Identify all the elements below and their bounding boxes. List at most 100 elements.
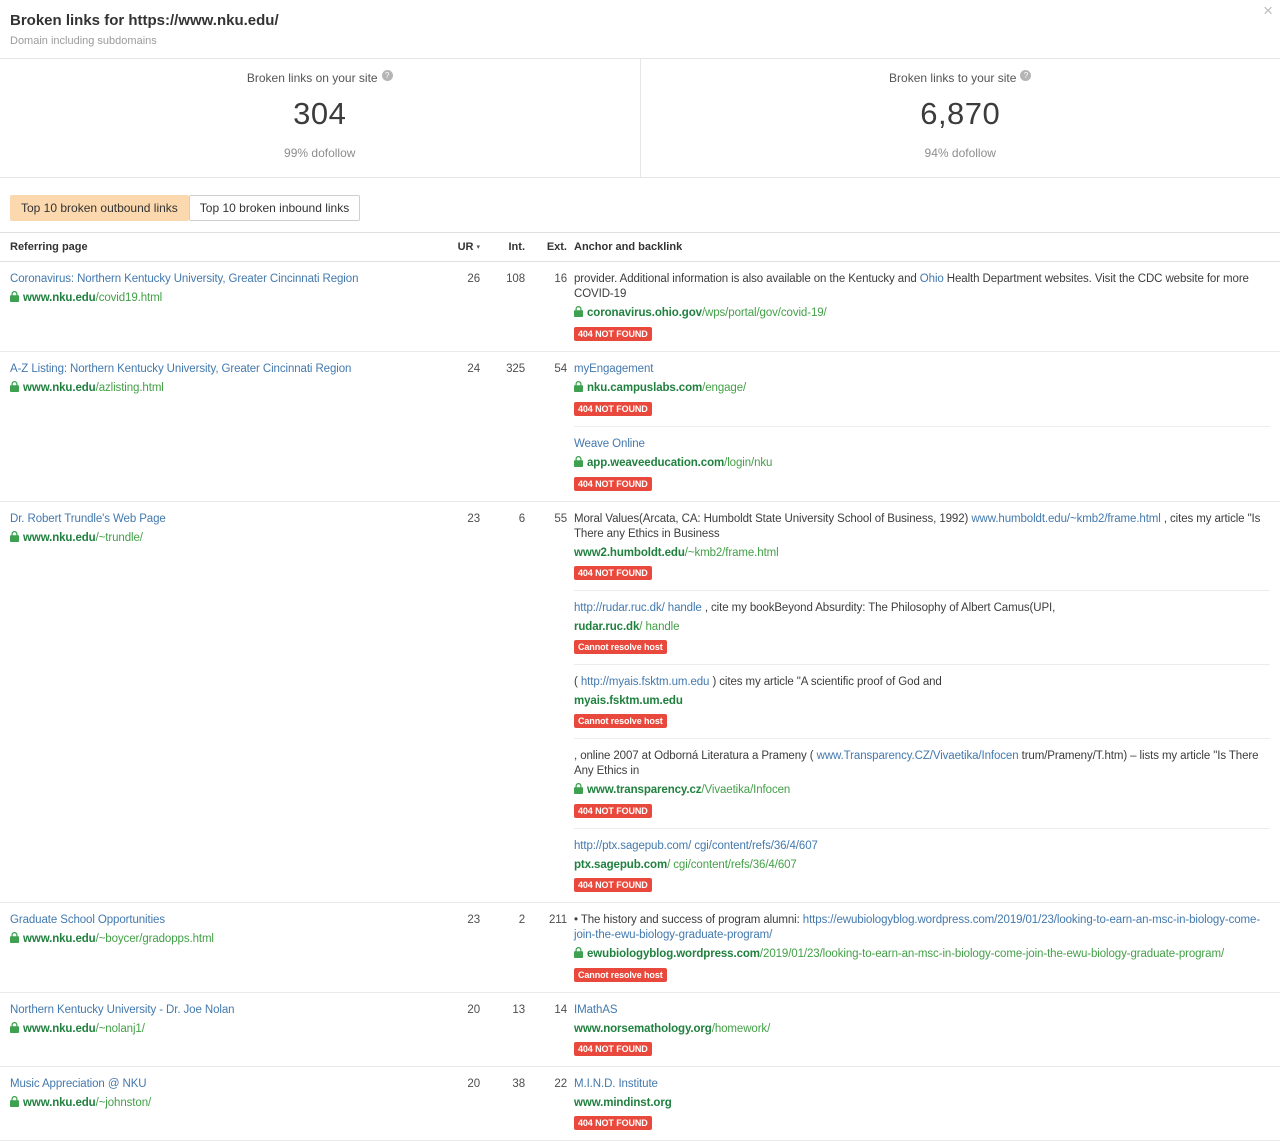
referring-page-url[interactable]: www.nku.edu/covid19.html (10, 291, 440, 307)
status-badge: 404 NOT FOUND (574, 1042, 652, 1056)
backlink-url[interactable]: www.mindinst.org (574, 1096, 1270, 1111)
referring-page-url[interactable]: www.nku.edu/~nolanj1/ (10, 1022, 440, 1038)
referring-page-url[interactable]: www.nku.edu/azlisting.html (10, 381, 440, 397)
anchor-link[interactable]: myEngagement (574, 363, 653, 375)
url-domain: www2.humboldt.edu (574, 547, 685, 559)
anchor-link[interactable]: http://myais.fsktm.um.edu (581, 676, 710, 688)
backlink-url[interactable]: rudar.ruc.dk/ handle (574, 620, 1270, 635)
url-domain: rudar.ruc.dk (574, 621, 639, 633)
referring-page-url[interactable]: www.nku.edu/~johnston/ (10, 1096, 440, 1112)
badge-wrap: 404 NOT FOUND (574, 472, 1270, 492)
status-badge: 404 NOT FOUND (574, 402, 652, 416)
anchor-link[interactable]: Ohio (920, 273, 944, 285)
anchor-plain-text: provider. Additional information is also… (574, 273, 920, 285)
referring-page-link[interactable]: Coronavirus: Northern Kentucky Universit… (10, 272, 440, 287)
backlink-url[interactable]: ewubiologyblog.wordpress.com/2019/01/23/… (574, 947, 1270, 963)
referring-page-cell: Dr. Robert Trundle's Web Page www.nku.edu… (10, 502, 440, 902)
backlink-item: http://ptx.sagepub.com/ cgi/content/refs… (574, 828, 1270, 902)
lock-icon (10, 293, 19, 305)
lock-icon (10, 533, 19, 545)
ur-value: 23 (440, 903, 480, 992)
anchor-link[interactable]: http://rudar.ruc.dk/ handle (574, 602, 702, 614)
backlink-url[interactable]: www.transparency.cz/Vivaetika/Infocen (574, 783, 1270, 799)
backlink-url[interactable]: www.norsemathology.org/homework/ (574, 1022, 1270, 1037)
backlink-url[interactable]: coronavirus.ohio.gov/wps/portal/gov/covi… (574, 306, 1270, 322)
url-domain: app.weaveeducation.com (587, 457, 724, 469)
broken-links-table: Referring page UR▾ Int. Ext. Anchor and … (0, 232, 1280, 1141)
lock-icon (10, 934, 19, 946)
referring-page-link[interactable]: Graduate School Opportunities (10, 913, 440, 928)
backlink-item: ( http://myais.fsktm.um.edu ) cites my a… (574, 664, 1270, 738)
ext-value: 55 (525, 502, 567, 902)
ext-value: 14 (525, 993, 567, 1066)
report-header: Broken links for https://www.nku.edu/ Do… (0, 0, 1280, 59)
status-badge: Cannot resolve host (574, 640, 667, 654)
col-ur[interactable]: UR▾ (440, 233, 480, 261)
lock-icon (574, 949, 583, 961)
col-referring-page[interactable]: Referring page (10, 233, 440, 261)
url-path: /covid19.html (96, 292, 162, 304)
col-int[interactable]: Int. (480, 233, 525, 261)
int-value: 325 (480, 352, 525, 501)
anchor-link[interactable]: http://ptx.sagepub.com/ cgi/content/refs… (574, 840, 818, 852)
anchor-plain-text: ) cites my article "A scientific proof o… (709, 676, 941, 688)
backlink-url[interactable]: myais.fsktm.um.edu (574, 694, 1270, 709)
backlink-url[interactable]: ptx.sagepub.com/ cgi/content/refs/36/4/6… (574, 858, 1270, 873)
url-domain: www.nku.edu (23, 1023, 96, 1035)
url-domain: www.mindinst.org (574, 1097, 672, 1109)
anchor-link[interactable]: IMathAS (574, 1004, 617, 1016)
table-row: Northern Kentucky University - Dr. Joe N… (0, 993, 1280, 1067)
backlink-url[interactable]: nku.campuslabs.com/engage/ (574, 381, 1270, 397)
lock-icon (574, 308, 583, 320)
ur-value: 23 (440, 502, 480, 902)
stat-broken-links-on-site: Broken links on your site? 304 99% dofol… (0, 59, 641, 177)
lock-icon (10, 383, 19, 395)
referring-page-link[interactable]: Dr. Robert Trundle's Web Page (10, 512, 440, 527)
ur-value: 26 (440, 262, 480, 351)
stat-value: 304 (0, 96, 640, 132)
anchor-link[interactable]: www.Transparency.CZ/Vivaetika/Infocen (817, 750, 1019, 762)
url-path: /homework/ (712, 1023, 770, 1035)
anchor-link[interactable]: M.I.N.D. Institute (574, 1078, 658, 1090)
tab-broken-inbound-links[interactable]: Top 10 broken inbound links (189, 195, 360, 221)
referring-page-cell: A-Z Listing: Northern Kentucky Universit… (10, 352, 440, 501)
stat-dofollow: 99% dofollow (0, 146, 640, 160)
backlink-item: IMathAS www.norsemathology.org/homework/4… (574, 993, 1270, 1066)
referring-page-url[interactable]: www.nku.edu/~boycer/gradopps.html (10, 932, 440, 948)
col-ext[interactable]: Ext. (525, 233, 567, 261)
url-domain: www.norsemathology.org (574, 1023, 712, 1035)
anchor-text: http://ptx.sagepub.com/ cgi/content/refs… (574, 839, 1270, 854)
referring-page-link[interactable]: Northern Kentucky University - Dr. Joe N… (10, 1003, 440, 1018)
backlink-item: Weave Online app.weaveeducation.com/login… (574, 426, 1270, 501)
col-anchor-backlink: Anchor and backlink (567, 233, 1270, 261)
referring-page-link[interactable]: A-Z Listing: Northern Kentucky Universit… (10, 362, 440, 377)
url-path: / cgi/content/refs/36/4/607 (667, 859, 797, 871)
backlink-url[interactable]: app.weaveeducation.com/login/nku (574, 456, 1270, 472)
url-path: /azlisting.html (96, 382, 164, 394)
referring-page-link[interactable]: Music Appreciation @ NKU (10, 1077, 440, 1092)
backlink-item: provider. Additional information is also… (574, 262, 1270, 351)
referring-page-url[interactable]: www.nku.edu/~trundle/ (10, 531, 440, 547)
url-domain: www.transparency.cz (587, 784, 701, 796)
help-icon[interactable]: ? (1020, 70, 1031, 81)
url-path: /~boycer/gradopps.html (96, 933, 214, 945)
backlink-url[interactable]: www2.humboldt.edu/~kmb2/frame.html (574, 546, 1270, 561)
anchor-text: http://rudar.ruc.dk/ handle , cite my bo… (574, 601, 1270, 616)
int-value: 38 (480, 1067, 525, 1140)
status-badge: 404 NOT FOUND (574, 804, 652, 818)
badge-wrap: Cannot resolve host (574, 709, 1270, 729)
tab-broken-outbound-links[interactable]: Top 10 broken outbound links (10, 195, 189, 221)
status-badge: 404 NOT FOUND (574, 566, 652, 580)
anchor-link[interactable]: Weave Online (574, 438, 645, 450)
badge-wrap: 404 NOT FOUND (574, 561, 1270, 581)
close-icon[interactable]: × (1263, 2, 1273, 19)
badge-wrap: 404 NOT FOUND (574, 322, 1270, 342)
table-rows: Coronavirus: Northern Kentucky Universit… (0, 262, 1280, 1141)
badge-wrap: 404 NOT FOUND (574, 1037, 1270, 1057)
help-icon[interactable]: ? (382, 70, 393, 81)
status-badge: Cannot resolve host (574, 714, 667, 728)
ur-value: 24 (440, 352, 480, 501)
anchor-link[interactable]: www.humboldt.edu/~kmb2/frame.html (971, 513, 1160, 525)
url-domain: myais.fsktm.um.edu (574, 695, 683, 707)
